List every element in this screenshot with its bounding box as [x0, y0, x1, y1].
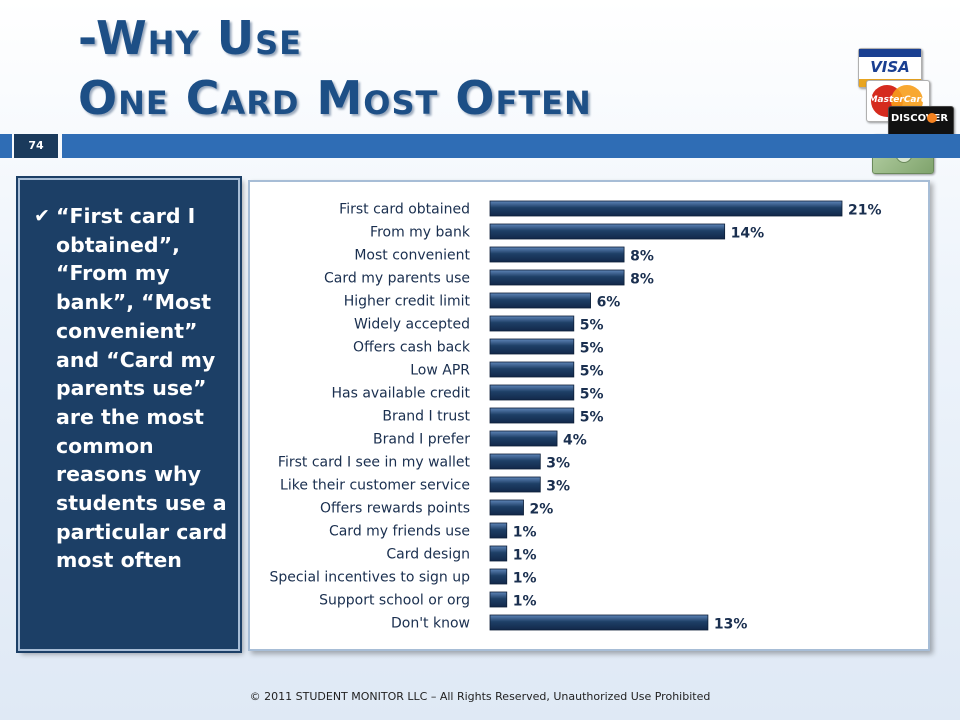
value-label: 13%	[714, 617, 748, 633]
bar	[489, 522, 508, 539]
value-label: 3%	[546, 456, 570, 472]
value-label: 5%	[580, 387, 604, 403]
bar	[489, 223, 726, 240]
category-label: First card I see in my wallet	[278, 455, 471, 471]
category-label: Offers rewards points	[320, 501, 470, 517]
summary-bullet: ✔ “First card I obtained”, “From my bank…	[34, 202, 230, 575]
bar	[489, 568, 508, 585]
category-label: Card design	[386, 547, 470, 563]
category-label: Low APR	[410, 363, 470, 379]
category-label: Card my friends use	[329, 524, 470, 540]
band-right	[62, 134, 960, 158]
page-number: 74	[14, 134, 58, 158]
summary-text: “First card I obtained”, “From my bank”,…	[56, 204, 228, 573]
category-label: Widely accepted	[354, 317, 470, 333]
category-label: Most convenient	[354, 248, 470, 264]
chart-panel: First card obtained 21% From my bank 14% Mos…	[248, 180, 930, 651]
bar	[489, 200, 843, 217]
bar-chart: First card obtained 21% From my bank 14% Mos…	[269, 200, 882, 633]
bar	[489, 269, 625, 286]
category-label: Special incentives to sign up	[269, 570, 470, 586]
value-label: 5%	[580, 318, 604, 334]
value-label: 8%	[630, 249, 654, 265]
bar	[489, 499, 524, 516]
category-label: Higher credit limit	[344, 294, 471, 310]
footer-copyright: © 2011 STUDENT MONITOR LLC – All Rights …	[249, 690, 711, 703]
value-label: 1%	[513, 594, 537, 610]
header-band: 74	[0, 134, 960, 158]
value-label: 5%	[580, 410, 604, 426]
category-label: Brand I prefer	[373, 432, 470, 448]
title-line-1: -Why Use	[78, 11, 302, 65]
band-left	[0, 134, 12, 158]
category-label: First card obtained	[339, 202, 470, 218]
discover-logo-text: DISCOVER	[891, 113, 949, 124]
bar	[489, 407, 575, 424]
value-label: 5%	[580, 341, 604, 357]
bar	[489, 614, 709, 631]
bar	[489, 430, 558, 447]
slide-title: -Why Use One Card Most Often	[78, 8, 592, 128]
category-label: Has available credit	[331, 386, 470, 402]
value-label: 1%	[513, 571, 537, 587]
category-label: Like their customer service	[280, 478, 470, 494]
bar	[489, 315, 575, 332]
bar	[489, 338, 575, 355]
category-label: Offers cash back	[353, 340, 471, 356]
bar	[489, 246, 625, 263]
bar	[489, 361, 575, 378]
bar	[489, 384, 575, 401]
value-label: 4%	[563, 433, 587, 449]
visa-logo-text: VISA	[870, 58, 910, 76]
value-label: 6%	[597, 295, 621, 311]
card-logos: VISA MasterCard DISCOVER	[852, 44, 956, 176]
bar	[489, 476, 541, 493]
value-label: 5%	[580, 364, 604, 380]
value-label: 3%	[546, 479, 570, 495]
mastercard-logo-text: MasterCard	[868, 95, 928, 105]
value-label: 2%	[530, 502, 554, 518]
title-line-2: One Card Most Often	[78, 71, 592, 125]
category-label: Don't know	[391, 616, 470, 632]
summary-panel: ✔ “First card I obtained”, “From my bank…	[16, 176, 242, 653]
bar	[489, 453, 541, 470]
category-label: From my bank	[370, 225, 471, 241]
value-label: 1%	[513, 548, 537, 564]
checkmark-icon: ✔	[34, 205, 50, 227]
value-label: 1%	[513, 525, 537, 541]
category-label: Brand I trust	[382, 409, 470, 425]
bar	[489, 545, 508, 562]
bar	[489, 591, 508, 608]
value-label: 8%	[630, 272, 654, 288]
category-label: Card my parents use	[324, 271, 470, 287]
value-label: 21%	[848, 203, 882, 219]
category-label: Support school or org	[319, 593, 470, 609]
bar	[489, 292, 591, 309]
value-label: 14%	[731, 226, 765, 242]
